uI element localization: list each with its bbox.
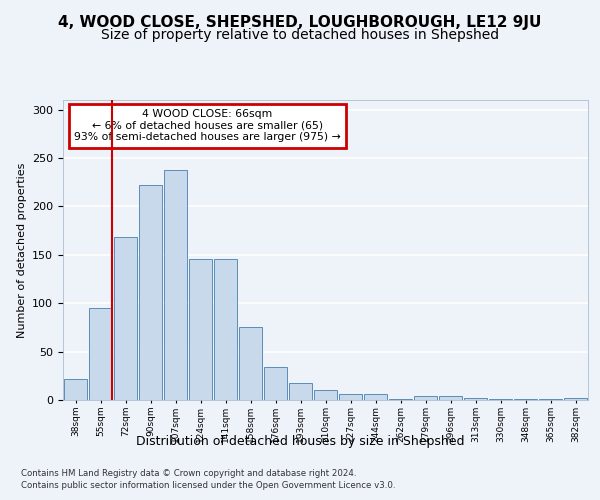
Bar	[214, 258, 237, 400]
Text: Contains public sector information licensed under the Open Government Licence v3: Contains public sector information licen…	[21, 481, 395, 490]
Bar	[514, 399, 537, 400]
Bar	[239, 328, 262, 400]
Bar	[339, 394, 362, 400]
Bar	[539, 399, 562, 400]
Bar	[164, 170, 187, 400]
Bar	[564, 398, 587, 400]
Bar	[389, 399, 412, 400]
Bar	[64, 378, 87, 400]
Bar	[489, 399, 512, 400]
Text: 4 WOOD CLOSE: 66sqm
← 6% of detached houses are smaller (65)
93% of semi-detache: 4 WOOD CLOSE: 66sqm ← 6% of detached hou…	[74, 109, 341, 142]
Y-axis label: Number of detached properties: Number of detached properties	[17, 162, 26, 338]
Text: 4, WOOD CLOSE, SHEPSHED, LOUGHBOROUGH, LE12 9JU: 4, WOOD CLOSE, SHEPSHED, LOUGHBOROUGH, L…	[58, 15, 542, 30]
Bar	[189, 258, 212, 400]
Text: Contains HM Land Registry data © Crown copyright and database right 2024.: Contains HM Land Registry data © Crown c…	[21, 469, 356, 478]
Bar	[439, 396, 462, 400]
Bar	[364, 394, 387, 400]
Bar	[464, 398, 487, 400]
Bar	[114, 238, 137, 400]
Bar	[89, 308, 112, 400]
Bar	[314, 390, 337, 400]
Bar	[414, 396, 437, 400]
Text: Distribution of detached houses by size in Shepshed: Distribution of detached houses by size …	[136, 435, 464, 448]
Bar	[139, 185, 162, 400]
Bar	[289, 382, 312, 400]
Bar	[264, 367, 287, 400]
Text: Size of property relative to detached houses in Shepshed: Size of property relative to detached ho…	[101, 28, 499, 42]
